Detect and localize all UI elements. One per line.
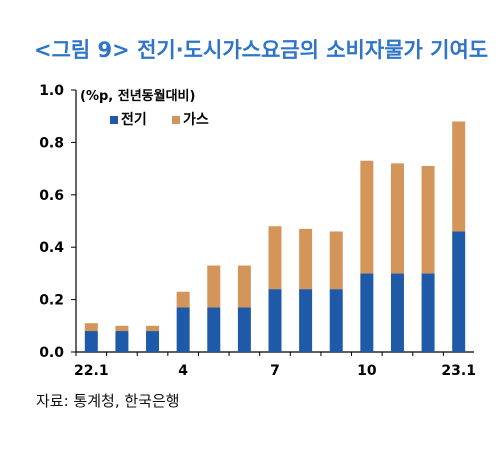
y-tick-label: 0.4 (39, 240, 64, 256)
bar-전기 (299, 289, 313, 352)
bar-전기 (237, 307, 251, 352)
bar-전기 (176, 307, 190, 352)
x-tick-label: 10 (357, 363, 377, 379)
y-tick-label: 0.0 (39, 345, 64, 361)
y-tick-label: 0.2 (39, 293, 64, 309)
bar-가스 (329, 231, 343, 290)
bar-가스 (207, 265, 221, 308)
bar-전기 (115, 331, 129, 352)
bar-가스 (115, 325, 129, 332)
bar-전기 (207, 307, 221, 352)
bar-가스 (452, 121, 466, 232)
bar-가스 (268, 226, 282, 290)
bar-전기 (421, 273, 435, 352)
x-tick-label: 4 (178, 363, 188, 379)
bar-가스 (299, 228, 313, 290)
y-tick-label: 0.6 (39, 188, 64, 204)
y-tick-label: 0.8 (39, 135, 64, 151)
x-tick-label: 23.1 (441, 363, 476, 379)
bar-가스 (390, 163, 404, 274)
bar-가스 (84, 323, 98, 332)
bar-가스 (237, 265, 251, 308)
bar-가스 (360, 160, 374, 274)
legend-label: 전기 (121, 111, 147, 128)
bar-전기 (452, 231, 466, 352)
bar-가스 (421, 165, 435, 274)
unit-label: (%p, 전년동월대비) (80, 88, 195, 104)
legend-swatch (172, 116, 180, 124)
bar-전기 (360, 273, 374, 352)
bar-가스 (176, 291, 190, 308)
bar-전기 (390, 273, 404, 352)
chart-title: <그림 9> 전기·도시가스요금의 소비자물가 기여도 (34, 38, 489, 62)
x-tick-label: 22.1 (74, 363, 109, 379)
legend-swatch (110, 116, 118, 124)
legend-label: 가스 (183, 112, 209, 128)
x-tick-label: 7 (270, 363, 280, 379)
bar-가스 (146, 325, 160, 332)
y-tick-label: 1.0 (39, 83, 64, 99)
source-note: 자료: 통계청, 한국은행 (36, 392, 180, 410)
bar-전기 (268, 289, 282, 352)
bar-전기 (146, 331, 160, 352)
bar-전기 (84, 331, 98, 352)
bar-전기 (329, 289, 343, 352)
